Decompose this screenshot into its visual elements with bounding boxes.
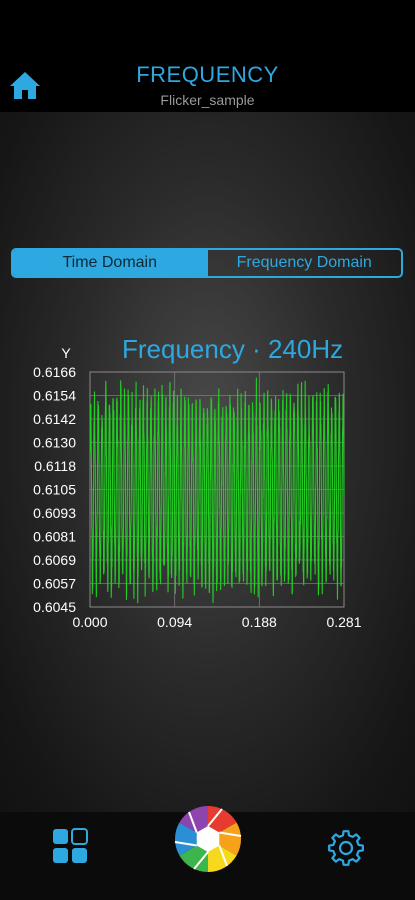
capture-button[interactable] [174, 805, 242, 873]
home-icon [10, 72, 40, 99]
grid-apps-button[interactable] [52, 828, 88, 864]
y-tick-label: 0.6045 [33, 599, 76, 615]
chart-title: Frequency · 240Hz [122, 334, 344, 364]
y-tick-label: 0.6130 [33, 435, 76, 451]
grid-apps-icon [53, 828, 88, 863]
x-tick-label: 0.000 [72, 614, 107, 630]
y-tick-label: 0.6093 [33, 505, 76, 521]
gear-icon [328, 830, 364, 866]
page-subtitle: Flicker_sample [160, 92, 255, 108]
y-axis-label: Y [61, 345, 71, 361]
y-tick-label: 0.6081 [33, 529, 76, 545]
domain-tabs: Time Domain Frequency Domain [11, 248, 403, 278]
signal-line [89, 377, 345, 604]
signal-chart: 0.6166 0.6154 0.6142 0.6130 0.6118 0.6105 0.60… [33, 345, 362, 630]
y-tick-label: 0.6069 [33, 552, 76, 568]
camera-shutter-icon [174, 806, 242, 872]
y-tick-label: 0.6154 [33, 388, 76, 404]
y-tick-label: 0.6118 [34, 458, 76, 474]
app-header: FREQUENCY Flicker_sample [0, 0, 415, 112]
y-tick-label: 0.6057 [33, 576, 76, 592]
home-button[interactable] [8, 68, 42, 102]
x-tick-label: 0.188 [242, 614, 277, 630]
y-tick-label: 0.6166 [33, 364, 76, 380]
y-tick-label: 0.6142 [33, 411, 76, 427]
tab-frequency-domain[interactable]: Frequency Domain [206, 250, 402, 276]
x-tick-label: 0.094 [157, 614, 192, 630]
main-panel [0, 112, 415, 812]
settings-button[interactable] [326, 828, 366, 868]
y-tick-label: 0.6105 [33, 482, 76, 498]
x-tick-label: 0.281 [326, 614, 361, 630]
page-title: FREQUENCY [136, 62, 279, 87]
tab-time-domain[interactable]: Time Domain [13, 250, 207, 276]
